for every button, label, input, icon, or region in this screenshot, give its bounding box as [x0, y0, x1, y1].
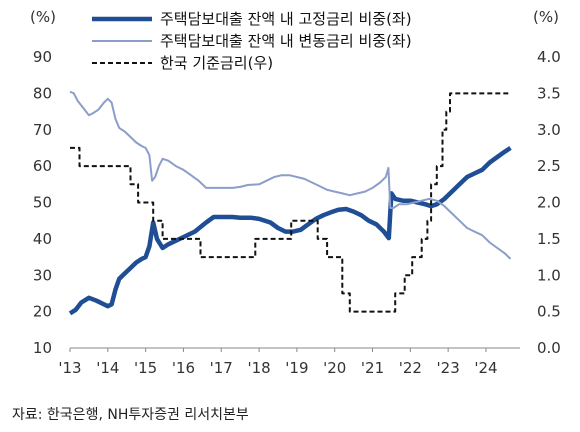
legend: 주택담보대출 잔액 내 고정금리 비중(좌) 주택담보대출 잔액 내 변동금리 비…	[92, 10, 412, 72]
x-tick-label: '13	[58, 359, 81, 377]
right-tick-label: 2.0	[537, 194, 561, 212]
left-tick-label: 80	[33, 84, 52, 102]
source-note: 자료: 한국은행, NH투자증권 리서치본부	[12, 407, 249, 423]
series-line-3	[70, 92, 511, 313]
right-tick-label: 0.5	[537, 303, 561, 321]
legend-label-3: 한국 기준금리(우)	[160, 54, 273, 72]
left-tick-label: 50	[33, 194, 52, 212]
x-tick-label: '22	[399, 359, 422, 377]
x-tick-label: '24	[474, 359, 497, 377]
x-tick-label: '17	[210, 359, 233, 377]
right-tick-label: 1.0	[537, 266, 561, 284]
right-tick-label: 3.5	[537, 84, 561, 102]
left-tick-label: 60	[33, 157, 52, 175]
left-tick-label: 90	[33, 48, 52, 66]
x-tick-label: '19	[285, 359, 308, 377]
right-tick-label: 4.0	[537, 48, 561, 66]
right-tick-label: 0.0	[537, 339, 561, 357]
series-line-2	[69, 90, 512, 260]
x-tick-label: '18	[247, 359, 270, 377]
left-tick-label: 70	[33, 121, 52, 139]
x-tick-label: '23	[437, 359, 460, 377]
x-tick-label: '15	[134, 359, 157, 377]
left-tick-label: 40	[33, 230, 52, 248]
x-tick-label: '20	[323, 359, 346, 377]
x-tick-label: '14	[96, 359, 119, 377]
x-tick-label: '16	[172, 359, 195, 377]
right-tick-label: 3.0	[537, 121, 561, 139]
left-axis-unit: (%)	[30, 8, 56, 26]
right-tick-label: 2.5	[537, 157, 561, 175]
right-axis-unit: (%)	[533, 8, 559, 26]
left-tick-label: 10	[33, 339, 52, 357]
right-axis-ticks: 0.0 0.5 1.0 1.5 2.0 2.5 3.0 3.5 4.0	[537, 48, 561, 357]
line-chart: (%) (%) 10 20 30 40 50 60 70 80 90 0.0 0.5 1.0 1.5 2…	[30, 8, 561, 377]
legend-label-2: 주택담보대출 잔액 내 변동금리 비중(좌)	[160, 32, 412, 50]
left-tick-label: 20	[33, 303, 52, 321]
series-layer	[68, 90, 512, 316]
legend-label-1: 주택담보대출 잔액 내 고정금리 비중(좌)	[160, 10, 412, 28]
right-tick-label: 1.5	[537, 230, 561, 248]
left-axis-ticks: 10 20 30 40 50 60 70 80 90	[33, 48, 52, 357]
x-axis-ticks: '13 '14 '15 '16 '17 '18 '19 '20 '21 '22 '23 '24	[58, 348, 498, 377]
x-tick-label: '21	[361, 359, 384, 377]
left-tick-label: 30	[33, 266, 52, 284]
series-line-1	[68, 146, 512, 316]
chart-axes: (%) (%) 10 20 30 40 50 60 70 80 90 0.0 0.5 1.0 1.5 2…	[30, 8, 561, 377]
